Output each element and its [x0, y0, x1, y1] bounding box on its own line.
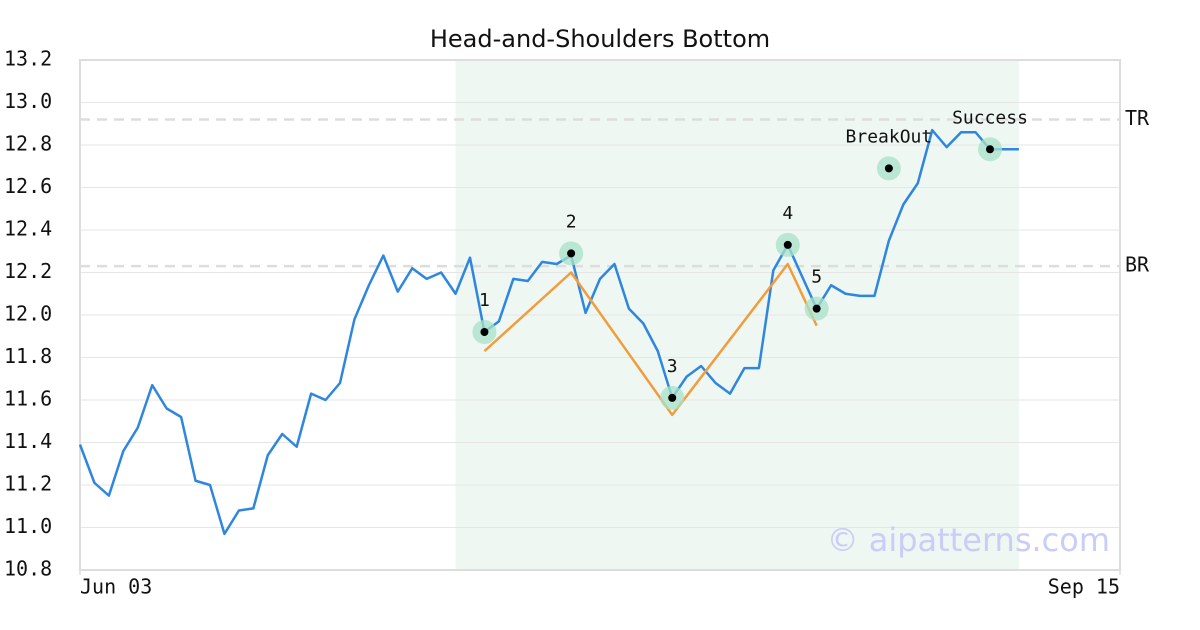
y-tick-label: 11.8	[4, 344, 52, 368]
plot-frame	[79, 59, 1121, 571]
marker-label: Success	[952, 107, 1028, 128]
y-tick-label: 13.0	[4, 89, 52, 113]
y-tick-label: 12.0	[4, 302, 52, 326]
y-tick-label: 12.8	[4, 132, 52, 156]
series-line	[483, 262, 818, 417]
marker-label: BreakOut	[846, 126, 933, 147]
series-line	[78, 128, 1019, 536]
marker-label: 1	[479, 290, 490, 311]
x-tick-label: Jun 03	[80, 575, 152, 599]
y-tick-label: 11.4	[4, 429, 52, 453]
marker-dot	[668, 393, 677, 402]
marker-dot	[480, 328, 489, 336]
x-tick-label: Sep 15	[1048, 575, 1120, 599]
y-tick-label: 11.0	[4, 514, 52, 538]
y-tick-label: 13.2	[4, 47, 52, 71]
ref-label: BR	[1125, 253, 1150, 277]
marker-dot	[567, 249, 576, 258]
marker-label: 2	[566, 211, 577, 232]
marker-dot	[986, 145, 994, 154]
y-tick-label: 12.6	[4, 174, 52, 198]
chart-title: Head-and-Shoulders Bottom	[430, 25, 770, 53]
marker-label: 3	[667, 356, 678, 377]
y-tick-label: 12.2	[4, 259, 52, 283]
marker-dot	[884, 164, 893, 173]
y-tick-label: 12.4	[4, 217, 52, 241]
marker-label: 5	[811, 267, 822, 288]
marker-label: 4	[782, 203, 793, 224]
marker-dot	[783, 240, 792, 249]
marker-dot	[812, 304, 821, 313]
ref-label: TR	[1125, 106, 1150, 130]
y-tick-label: 11.2	[4, 472, 52, 496]
y-tick-label: 11.6	[4, 387, 52, 411]
watermark: © aipatterns.com	[827, 521, 1110, 559]
y-tick-label: 10.8	[4, 557, 52, 581]
